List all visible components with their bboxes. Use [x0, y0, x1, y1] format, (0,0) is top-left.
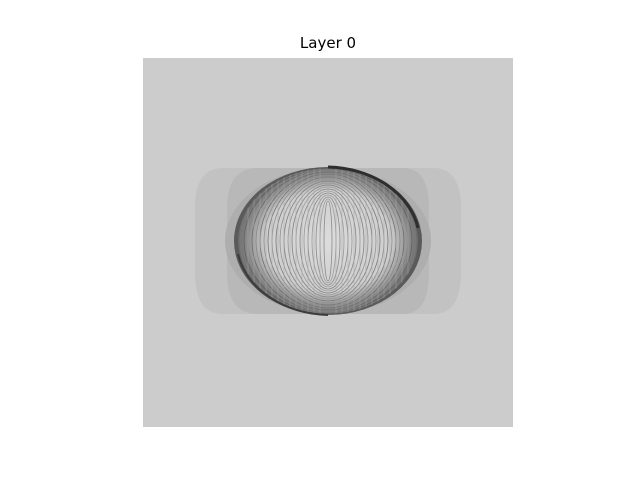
interference-rings [239, 168, 417, 314]
lens-interior [238, 169, 418, 313]
figure-title: Layer 0 [299, 34, 357, 52]
rim-shade-lower [237, 253, 329, 316]
layer-image-svg [143, 58, 513, 427]
layer-image [143, 58, 513, 427]
rim-shade-upper [327, 165, 420, 229]
